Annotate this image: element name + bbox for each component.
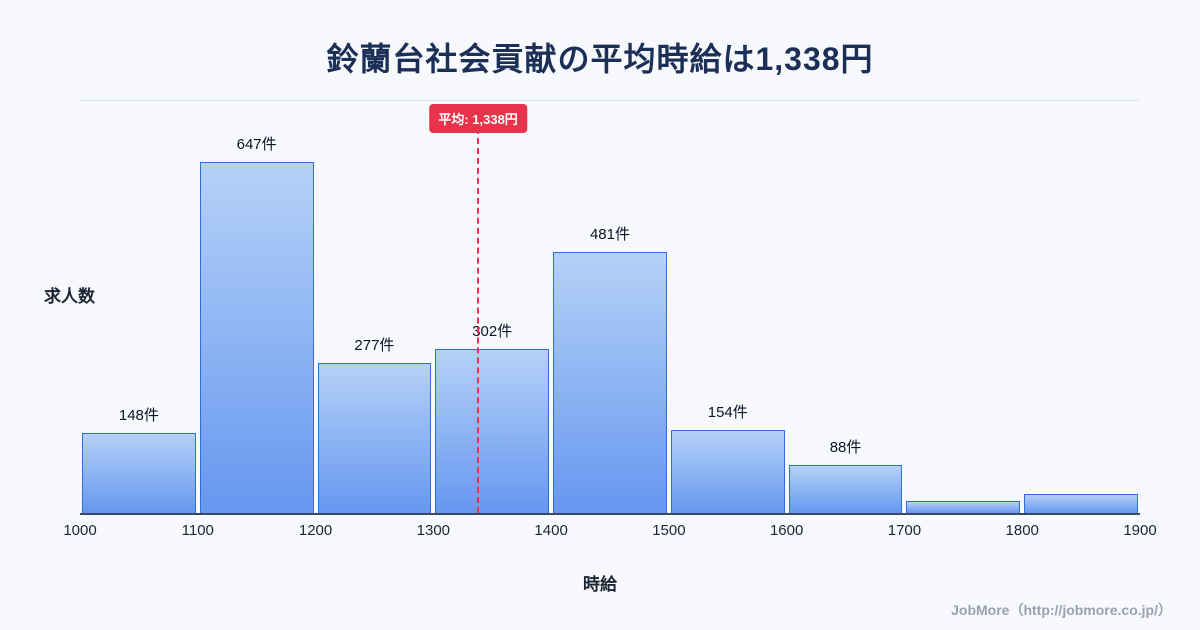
x-tick-label: 1300 — [416, 522, 451, 539]
histogram-bar — [670, 429, 785, 513]
bar-value-label: 481件 — [589, 226, 630, 244]
histogram-bar — [435, 349, 550, 513]
histogram-bar — [906, 501, 1021, 513]
histogram-bar — [788, 465, 903, 513]
x-tick-label: 1700 — [887, 522, 922, 539]
mean-badge: 平均: 1,338円 — [429, 104, 527, 133]
x-axis-label: 時給 — [583, 575, 617, 594]
plot-area: 148件 647件 277件 302件 481件 154件 88件 1000 1100 1200 1… — [63, 100, 1157, 539]
histogram-bar — [1024, 494, 1138, 513]
histogram-bar — [317, 362, 432, 513]
x-tick-label: 1400 — [534, 522, 568, 539]
histogram-bar — [82, 432, 196, 513]
bar-value-label: 148件 — [118, 406, 159, 424]
x-tick-label: 1000 — [63, 522, 97, 539]
x-tick-label: 1800 — [1005, 522, 1039, 539]
mean-line — [477, 128, 480, 513]
histogram-bar — [553, 252, 667, 513]
chart-title: 鈴蘭台社会貢献の平均時給は1,338円 — [326, 41, 874, 77]
histogram-bar — [199, 162, 314, 513]
x-tick-label: 1600 — [769, 522, 804, 539]
bar-value-label: 302件 — [472, 323, 513, 341]
x-tick-label: 1200 — [298, 522, 333, 539]
bar-value-label: 154件 — [707, 403, 748, 421]
bar-value-label: 88件 — [829, 439, 862, 457]
footer-credit: JobMore（http://jobmore.co.jp/） — [951, 602, 1172, 618]
bar-value-label: 647件 — [236, 136, 277, 154]
x-tick-label: 1500 — [652, 522, 686, 539]
y-axis-label: 求人数 — [44, 287, 95, 306]
x-tick-label: 1100 — [181, 522, 214, 539]
bar-value-label: 277件 — [354, 336, 395, 354]
x-tick-label: 1900 — [1123, 522, 1157, 539]
